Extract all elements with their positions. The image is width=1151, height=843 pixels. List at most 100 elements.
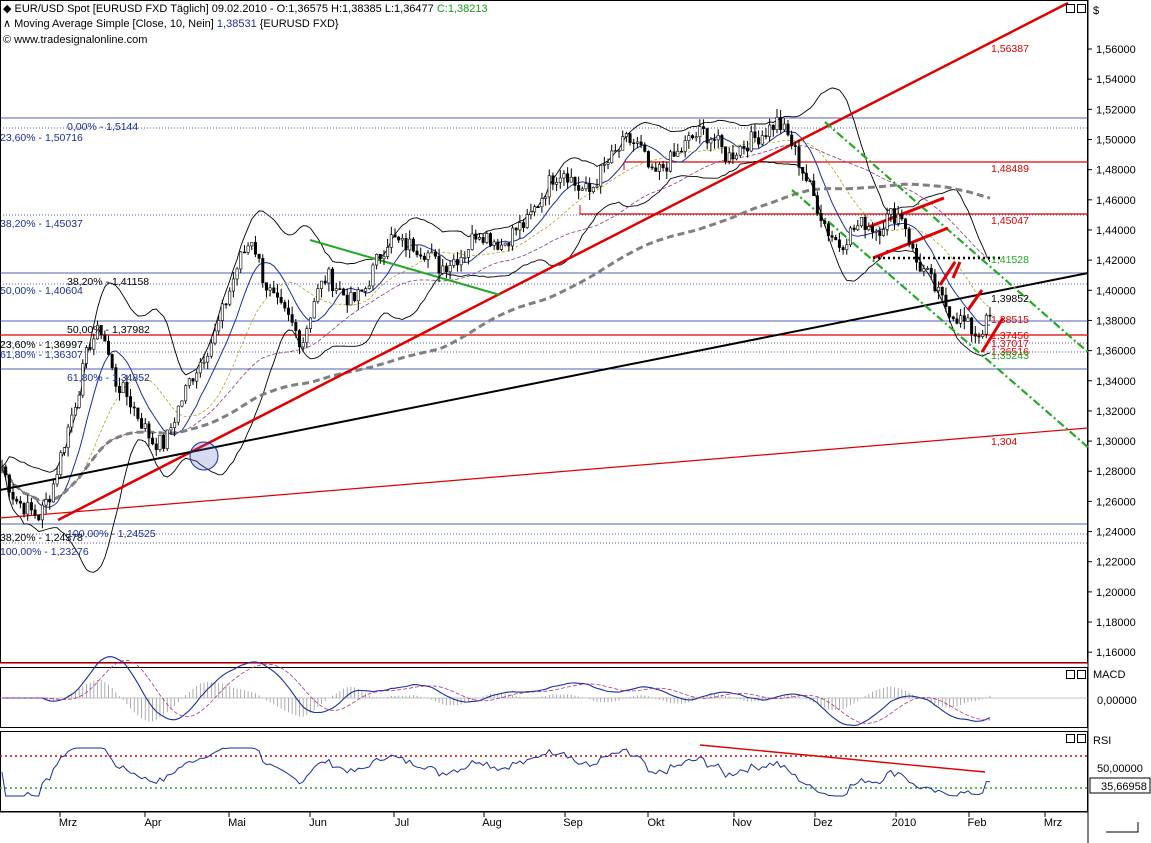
candle-body — [845, 244, 849, 251]
candle-body — [364, 288, 368, 292]
candle-body — [959, 315, 963, 324]
candle-body — [775, 117, 779, 130]
candle-body — [929, 268, 933, 275]
candle-body — [422, 255, 426, 260]
flag-segment — [938, 261, 957, 286]
maximize-panel-button[interactable] — [1066, 4, 1075, 13]
flag-segment — [966, 289, 984, 311]
bollinger-upper — [1, 87, 991, 473]
x-tick-label: Mrz — [1044, 817, 1062, 829]
candle-body — [283, 302, 287, 309]
instrument-title: EUR/USD Spot [EURUSD FXD Täglich] 09.02.… — [14, 3, 437, 15]
candle-body — [430, 251, 434, 254]
candle-body — [367, 285, 371, 289]
candle-body — [885, 213, 889, 230]
copyright-icon: © — [3, 34, 12, 46]
candle-body — [690, 135, 694, 139]
y-tick-label: 1,36000 — [1096, 346, 1136, 358]
candle-body — [382, 256, 386, 260]
long-support-line-red — [0, 427, 1089, 519]
candle-body — [702, 126, 706, 129]
x-tick-label: Nov — [732, 817, 752, 829]
price-level-label: 1,45047 — [991, 215, 1029, 227]
candle-body — [940, 286, 944, 296]
candle-body — [176, 405, 180, 423]
macd-panel-frame — [0, 667, 1088, 728]
candle-body — [566, 173, 570, 183]
y-tick-label: 1,42000 — [1096, 255, 1136, 267]
macd-label: MACD — [1093, 669, 1125, 681]
candle-body — [121, 382, 125, 394]
candle-body — [797, 146, 801, 168]
candle-body — [441, 265, 445, 274]
x-tick-label: Jul — [395, 817, 409, 829]
close-macd-button[interactable] — [1077, 670, 1086, 679]
price-level-label: 1,39852 — [991, 293, 1029, 305]
candle-body — [448, 265, 452, 273]
candle-body — [217, 320, 221, 332]
candle-body — [837, 239, 841, 248]
candle-body — [933, 273, 937, 292]
candle-body — [470, 233, 474, 250]
candle-body — [444, 265, 448, 273]
candle-body — [577, 185, 581, 191]
candle-body — [738, 145, 742, 156]
candle-body — [911, 243, 915, 249]
candle-body — [606, 162, 610, 165]
channel-upper-green — [824, 121, 1091, 355]
candle-body — [459, 257, 463, 266]
x-tick-label: Feb — [968, 817, 987, 829]
candle-body — [187, 378, 191, 386]
candle-body — [220, 303, 224, 321]
candle-body — [268, 287, 272, 291]
fib-and-support-lines — [0, 117, 1088, 544]
macd-indicator — [0, 656, 1088, 727]
candle-body — [301, 342, 305, 348]
candle-body — [518, 222, 522, 231]
candle-body — [129, 396, 133, 408]
candle-body — [338, 288, 342, 290]
candle-body — [4, 466, 8, 476]
price-level-label: 1,56387 — [991, 43, 1029, 55]
flag-top — [865, 196, 945, 230]
candle-body — [264, 282, 268, 291]
candle-body — [44, 499, 48, 506]
y-tick-label: 1,40000 — [1096, 285, 1136, 297]
candle-body — [878, 230, 882, 236]
close-rsi-button[interactable] — [1077, 734, 1086, 743]
candle-body — [345, 294, 349, 306]
candle-body — [452, 259, 456, 266]
candle-body — [624, 133, 628, 137]
price-candles — [0, 109, 992, 529]
candle-body — [533, 206, 537, 213]
candle-body — [617, 149, 621, 152]
candle-body — [988, 314, 992, 317]
candle-body — [826, 223, 830, 236]
price-axis: 1,56000 1,54000 1,52000 1,50000 1,48000 1,460… — [1088, 44, 1136, 659]
bollinger-bands — [1, 87, 991, 573]
close-panel-button[interactable] — [1077, 4, 1086, 13]
candle-body — [731, 152, 735, 160]
candle-body — [790, 134, 794, 146]
candle-body — [676, 150, 680, 157]
candle-body — [551, 175, 555, 185]
candle-body — [503, 242, 507, 246]
candle-body — [679, 150, 683, 153]
candle-body — [646, 151, 650, 168]
ma-symbol: {EURUSD FXD} — [256, 18, 339, 30]
maximize-macd-button[interactable] — [1066, 670, 1075, 679]
candle-body — [253, 242, 257, 255]
resize-corner-icon[interactable] — [1106, 822, 1139, 833]
candle-body — [558, 177, 562, 183]
candle-body — [360, 289, 364, 292]
candle-body — [856, 225, 860, 231]
maximize-rsi-button[interactable] — [1066, 734, 1075, 743]
candle-body — [81, 363, 85, 396]
candle-body — [334, 288, 338, 291]
candle-body — [709, 139, 713, 144]
flag-segment — [951, 261, 962, 279]
candle-body — [981, 333, 985, 337]
candle-body — [900, 213, 904, 220]
candle-body — [18, 500, 22, 504]
fib-level-label: 100,00% - 1,23276 — [0, 546, 89, 558]
